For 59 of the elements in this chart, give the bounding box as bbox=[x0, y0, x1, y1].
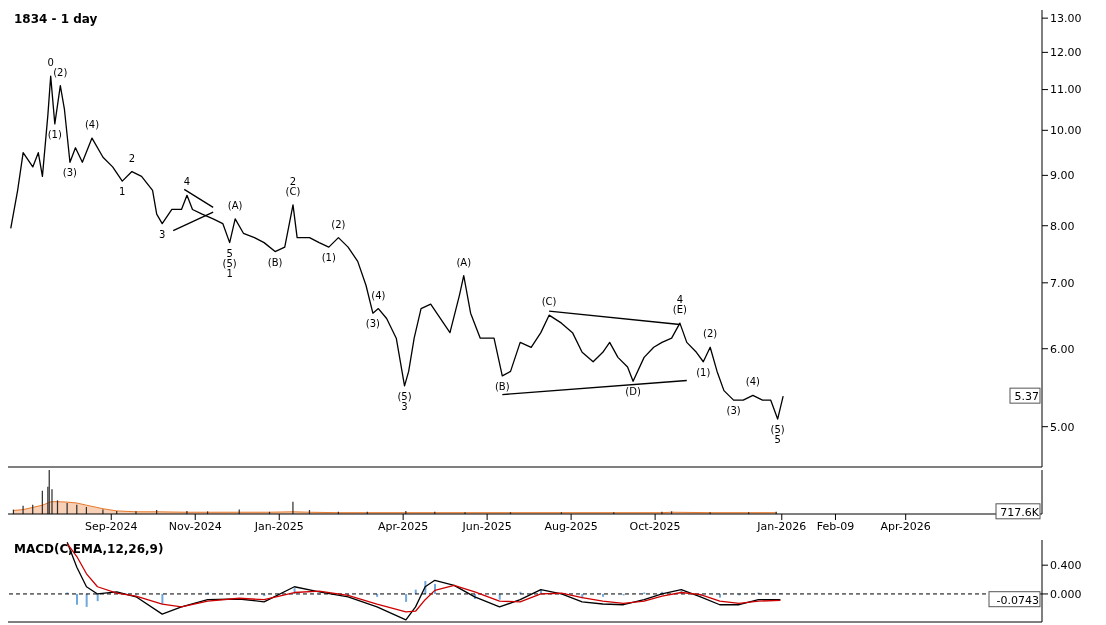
x-tick-label: Jan-2025 bbox=[253, 519, 304, 533]
x-tick-label: Jun-2025 bbox=[461, 519, 512, 533]
x-tick-label: Nov-2024 bbox=[168, 519, 222, 533]
annotation: 5.37 bbox=[1014, 390, 1039, 404]
annotation: -0.0743 bbox=[996, 593, 1039, 607]
annotation: (2) bbox=[53, 66, 68, 78]
annotation: (A) bbox=[456, 256, 472, 268]
x-tick-label: Feb-09 bbox=[816, 519, 855, 533]
y-tick-label: 0.400 bbox=[1050, 559, 1082, 573]
y-tick-label: 7.00 bbox=[1050, 276, 1075, 290]
annotation: (A) bbox=[227, 199, 243, 211]
annotation: (C) bbox=[285, 185, 301, 197]
annotation: 717.6K bbox=[1000, 505, 1040, 519]
annotation: (5) bbox=[222, 257, 237, 269]
annotation: 4 bbox=[676, 294, 684, 306]
annotation: (D) bbox=[625, 386, 641, 398]
chart-title: 1834 - 1 day bbox=[14, 12, 98, 26]
annotation: 5 bbox=[774, 434, 781, 446]
annotation: (4) bbox=[84, 119, 100, 131]
annotation: (5) bbox=[397, 390, 412, 402]
y-tick-label: 6.00 bbox=[1050, 342, 1075, 356]
annotation: 4 bbox=[183, 176, 191, 188]
annotation: (1) bbox=[696, 366, 711, 378]
x-tick-label: Apr-2025 bbox=[378, 519, 429, 533]
annotation: 1 bbox=[226, 267, 233, 279]
x-tick-label: Aug-2025 bbox=[544, 519, 598, 533]
annotation: (3) bbox=[365, 318, 381, 330]
y-tick-label: 5.00 bbox=[1050, 420, 1075, 434]
y-tick-label: 10.00 bbox=[1050, 124, 1082, 138]
y-tick-label: 11.00 bbox=[1050, 83, 1082, 97]
annotation: 3 bbox=[159, 228, 166, 240]
x-tick-label: Oct-2025 bbox=[629, 519, 681, 533]
annotation: (E) bbox=[672, 304, 688, 316]
annotation: (5) bbox=[770, 424, 785, 436]
annotation: (1) bbox=[47, 128, 62, 140]
annotation: (2) bbox=[703, 328, 718, 340]
annotation: (1) bbox=[321, 252, 336, 264]
y-tick-label: 13.00 bbox=[1050, 12, 1082, 26]
x-tick-label: Jan-2026 bbox=[756, 519, 807, 533]
y-tick-label: 8.00 bbox=[1050, 219, 1075, 233]
annotation: (4) bbox=[371, 289, 386, 301]
annotation: (C) bbox=[541, 296, 557, 308]
annotation: (B) bbox=[267, 256, 283, 268]
annotation: (3) bbox=[62, 167, 78, 179]
annotation: (B) bbox=[494, 380, 510, 392]
annotation: (2) bbox=[331, 218, 346, 230]
annotation: (4) bbox=[745, 376, 761, 388]
annotation: 5 bbox=[226, 247, 233, 259]
x-tick-label: Apr-2026 bbox=[880, 519, 931, 533]
annotation: 2 bbox=[128, 152, 136, 164]
y-tick-label: 0.000 bbox=[1050, 587, 1082, 601]
annotation: 1 bbox=[119, 186, 126, 198]
y-tick-label: 9.00 bbox=[1050, 169, 1075, 183]
x-tick-label: Sep-2024 bbox=[84, 519, 138, 533]
y-tick-label: 12.00 bbox=[1050, 46, 1082, 60]
annotation: (3) bbox=[726, 405, 741, 417]
annotation: 3 bbox=[401, 400, 408, 412]
annotation: 2 bbox=[289, 175, 297, 187]
annotation: 0 bbox=[47, 57, 54, 69]
